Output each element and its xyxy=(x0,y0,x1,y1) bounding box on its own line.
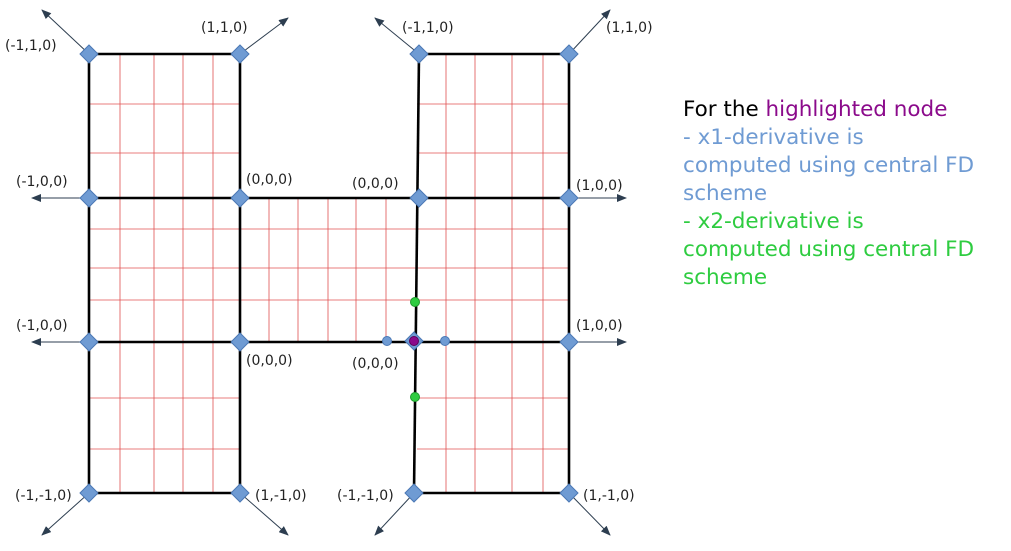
arrow-b2-tr xyxy=(568,9,611,55)
label-b3-l: (-1,0,0) xyxy=(16,318,68,334)
label-b1-tr: (1,1,0) xyxy=(201,20,248,36)
corner-node xyxy=(79,332,99,352)
x1-stencil-right-point xyxy=(440,336,450,346)
corner-node xyxy=(230,188,250,208)
arrow-b1-tl xyxy=(41,9,90,55)
corner-nodes xyxy=(79,44,579,503)
grid-lines xyxy=(89,54,569,493)
x2-stencil-upper-point xyxy=(410,297,420,307)
arrow-b1-bl xyxy=(41,492,90,536)
legend-x1-line1: - x1-derivative is xyxy=(683,124,1011,152)
label-b2-mr: (1,0,0) xyxy=(576,178,623,194)
x2-stencil-lower-point xyxy=(410,392,420,402)
legend-x1-text: - x1-derivative is xyxy=(683,125,864,150)
legend-x1-line2: computed using central FD xyxy=(683,153,975,178)
label-b3-r: (0,0,0) xyxy=(246,353,293,369)
corner-node xyxy=(79,188,99,208)
legend-x1-line3: scheme xyxy=(683,181,768,206)
arrow-b1-tr xyxy=(239,17,289,55)
arrow-b2-bl xyxy=(374,492,415,536)
label-b4-l: (0,0,0) xyxy=(352,356,399,372)
legend: For the highlighted node - x1-derivative… xyxy=(683,96,1011,292)
arrow-b2-tl xyxy=(374,17,420,55)
label-b1-ml: (-1,0,0) xyxy=(16,174,68,190)
corner-node xyxy=(559,332,579,352)
arrow-b2-br xyxy=(568,492,611,536)
corner-node xyxy=(409,44,429,64)
legend-x2-line2: computed using central FD xyxy=(683,237,975,262)
legend-x2-line1: - x2-derivative is xyxy=(683,209,864,234)
frame-right-inner xyxy=(412,53,421,494)
legend-title: For the highlighted node xyxy=(683,96,1011,124)
axis-arrows xyxy=(31,9,627,536)
corner-node xyxy=(559,188,579,208)
highlighted-node xyxy=(409,336,419,346)
block-frames xyxy=(87,52,571,495)
corner-node xyxy=(404,483,424,503)
x1-stencil-left-point xyxy=(382,336,392,346)
label-b2-ml: (0,0,0) xyxy=(352,176,399,192)
legend-highlight: highlighted node xyxy=(765,97,948,122)
corner-node xyxy=(79,483,99,503)
label-b1-mr: (0,0,0) xyxy=(246,172,293,188)
label-b1-br: (1,-1,0) xyxy=(255,488,307,504)
label-b1-bl: (-1,-1,0) xyxy=(15,488,72,504)
legend-intro: For the xyxy=(683,97,766,122)
label-b1-tl: (-1,1,0) xyxy=(5,38,57,54)
corner-node xyxy=(559,483,579,503)
label-b2-br: (1,-1,0) xyxy=(583,488,635,504)
arrow-b1-br xyxy=(239,492,289,536)
label-b2-bl: (-1,-1,0) xyxy=(337,488,394,504)
label-b4-r: (1,0,0) xyxy=(576,318,623,334)
corner-node xyxy=(559,44,579,64)
legend-x2-line3: scheme xyxy=(683,265,768,290)
corner-node xyxy=(230,483,250,503)
corner-node xyxy=(409,188,429,208)
label-b2-tl: (-1,1,0) xyxy=(402,20,454,36)
corner-node xyxy=(79,44,99,64)
corner-node xyxy=(230,44,250,64)
corner-node xyxy=(230,332,250,352)
label-b2-tr: (1,1,0) xyxy=(606,20,653,36)
